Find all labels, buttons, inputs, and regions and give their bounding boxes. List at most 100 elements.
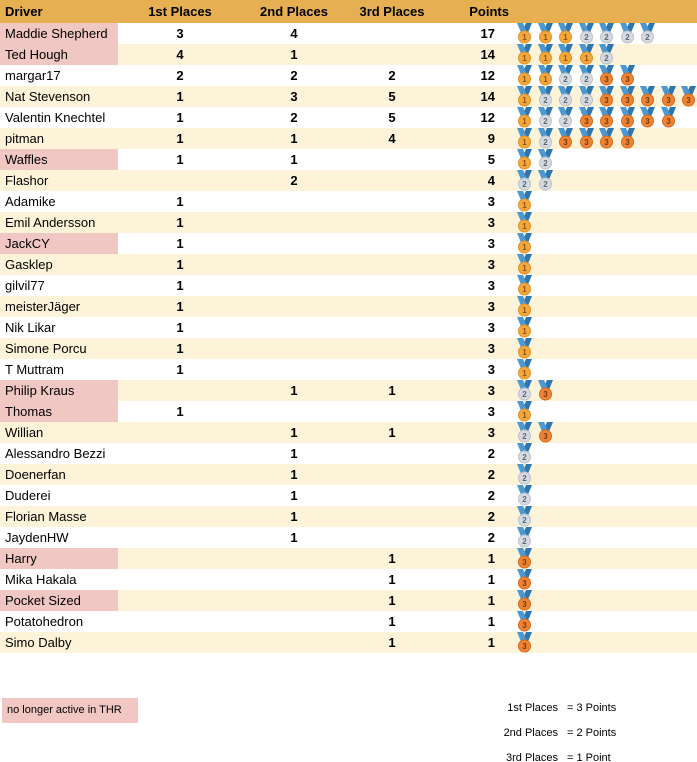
gold-medal-icon: 1 <box>517 233 532 254</box>
bronze-medal-icon: 3 <box>619 65 635 86</box>
second-places-value: 1 <box>290 152 298 167</box>
svg-text:1: 1 <box>522 33 527 42</box>
driver-name: Doenerfan <box>5 467 66 482</box>
table-row: Potatohedron 1 1 3 <box>0 611 697 632</box>
gold-medal-icon: 1 <box>517 65 532 86</box>
silver-medal-icon: 2 <box>640 23 655 44</box>
svg-text:3: 3 <box>625 117 630 126</box>
first-places-value <box>118 485 242 506</box>
svg-text:2: 2 <box>522 516 527 525</box>
gold-medal-icon: 1 <box>517 296 532 317</box>
table-row: Emil Andersson 1 3 1 <box>0 212 697 233</box>
scoring-label-3rd: 3rd Places <box>506 752 558 762</box>
medal-list: 3 <box>513 632 697 653</box>
gold-medal-icon: 1 <box>517 212 532 233</box>
second-places-value <box>242 212 346 233</box>
second-places-value <box>242 296 346 317</box>
svg-text:1: 1 <box>522 138 527 147</box>
gold-medal-icon: 1 <box>517 401 532 422</box>
silver-medal-icon: 2 <box>537 128 553 149</box>
scoring-value-3rd: = 1 Point <box>567 752 611 762</box>
svg-text:3: 3 <box>666 96 671 105</box>
gold-medal-icon: 1 <box>558 23 573 44</box>
svg-text:2: 2 <box>563 75 568 84</box>
first-places-value <box>118 422 242 443</box>
first-places-value <box>118 632 242 653</box>
silver-medal-icon: 2 <box>558 107 573 128</box>
driver-name: Valentin Knechtel <box>5 110 106 125</box>
points-value: 2 <box>487 446 495 461</box>
bronze-medal-icon: 3 <box>660 107 676 128</box>
svg-text:1: 1 <box>563 33 568 42</box>
third-places-value <box>346 359 438 380</box>
table-row: Valentin Knechtel 1 2 5 12 1 2 2 3 3 3 3 <box>0 107 697 128</box>
medal-list: 1 <box>513 254 697 275</box>
bronze-medal-icon: 3 <box>640 86 655 107</box>
third-places-value <box>346 170 438 191</box>
silver-medal-icon: 2 <box>537 170 553 191</box>
svg-text:2: 2 <box>584 96 589 105</box>
third-places-value <box>346 254 438 275</box>
svg-text:3: 3 <box>625 96 630 105</box>
scoring-value-2nd: = 2 Points <box>567 727 617 739</box>
table-row: Thomas 1 3 1 <box>0 401 697 422</box>
second-places-value <box>242 359 346 380</box>
silver-medal-icon: 2 <box>517 485 532 506</box>
driver-name: margar17 <box>5 68 61 83</box>
medal-list: 2 <box>513 527 697 548</box>
medal-list: 1 1 1 2 2 2 2 <box>513 23 697 44</box>
first-places-value: 1 <box>176 404 184 419</box>
table-row: meisterJäger 1 3 1 <box>0 296 697 317</box>
gold-medal-icon: 1 <box>517 338 532 359</box>
silver-medal-icon: 2 <box>558 86 573 107</box>
second-places-value <box>242 569 346 590</box>
svg-text:1: 1 <box>522 306 527 315</box>
gold-medal-icon: 1 <box>578 44 594 65</box>
second-places-value <box>242 611 346 632</box>
first-places-value: 1 <box>176 89 184 104</box>
second-places-value <box>242 401 346 422</box>
table-row: Ted Hough 4 1 14 1 1 1 1 2 <box>0 44 697 65</box>
svg-text:1: 1 <box>522 117 527 126</box>
points-value: 3 <box>487 320 495 335</box>
driver-name: Thomas <box>0 401 118 422</box>
column-header-3rd-places: 3rd Places <box>359 4 425 19</box>
scoring-label-1st: 1st Places <box>507 702 558 714</box>
third-places-value <box>346 464 438 485</box>
medal-list: 1 1 2 2 3 3 <box>513 65 697 86</box>
medal-list: 1 <box>513 338 697 359</box>
gold-medal-icon: 1 <box>517 317 532 338</box>
bronze-medal-icon: 3 <box>640 107 655 128</box>
medal-list: 2 <box>513 485 697 506</box>
first-places-value <box>118 611 242 632</box>
driver-name: Simo Dalby <box>5 635 72 650</box>
table-row: pitman 1 1 4 9 1 2 3 3 3 3 <box>0 128 697 149</box>
driver-name: Harry <box>0 548 118 569</box>
bronze-medal-icon: 3 <box>619 128 635 149</box>
driver-name: Adamike <box>5 194 56 209</box>
driver-name: Ted Hough <box>0 44 118 65</box>
bronze-medal-icon: 3 <box>660 86 676 107</box>
first-places-value: 1 <box>176 152 184 167</box>
second-places-value <box>242 233 346 254</box>
svg-text:2: 2 <box>522 495 527 504</box>
driver-name: Gasklep <box>5 257 53 272</box>
silver-medal-icon: 2 <box>578 86 594 107</box>
driver-name: Alessandro Bezzi <box>5 446 106 461</box>
silver-medal-icon: 2 <box>599 44 614 65</box>
medal-list: 1 <box>513 233 697 254</box>
svg-text:3: 3 <box>522 621 527 630</box>
scoring-line-1st: 1st Places = 3 Points <box>500 701 670 715</box>
third-places-value: 1 <box>388 383 396 398</box>
second-places-value <box>242 548 346 569</box>
second-places-value: 1 <box>290 488 298 503</box>
second-places-value: 1 <box>290 509 298 524</box>
table-row: Harry 1 1 3 <box>0 548 697 569</box>
column-header-medals-spacer <box>513 0 697 23</box>
third-places-value <box>346 212 438 233</box>
svg-text:2: 2 <box>522 432 527 441</box>
second-places-value <box>242 338 346 359</box>
first-places-value: 4 <box>176 47 184 62</box>
medal-list: 3 <box>513 569 697 590</box>
second-places-value: 1 <box>290 425 298 440</box>
